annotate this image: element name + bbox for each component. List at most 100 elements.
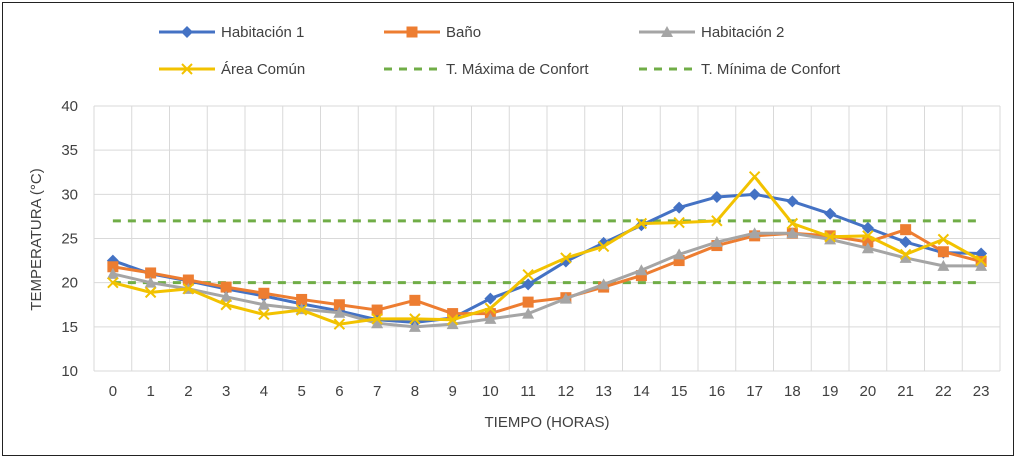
legend-item: T. Máxima de Confort	[384, 61, 589, 78]
x-tick-label: 10	[482, 383, 499, 400]
data-point-marker	[937, 233, 950, 246]
data-point-marker	[447, 308, 459, 320]
data-point-marker	[824, 231, 836, 243]
line-chart: Habitación 1 Baño Habitación 2 Área Común T.…	[28, 24, 1001, 431]
series-line	[112, 231, 982, 329]
data-point-marker	[673, 216, 685, 229]
data-point-marker	[900, 224, 912, 236]
data-point-marker	[182, 283, 195, 295]
series-line	[112, 192, 982, 324]
y-tick-label: 35	[61, 142, 78, 159]
data-point-marker	[899, 236, 912, 249]
data-point-marker	[371, 313, 383, 325]
data-point-marker	[220, 299, 232, 311]
data-point-marker	[899, 251, 912, 263]
data-point-marker	[484, 302, 497, 314]
data-point-marker	[673, 248, 686, 260]
data-point-marker	[522, 269, 534, 281]
x-tick-label: 0	[109, 383, 117, 400]
data-point-marker	[522, 307, 535, 319]
data-point-marker	[220, 281, 232, 293]
data-point-marker	[862, 230, 874, 242]
data-point-marker	[899, 248, 912, 261]
data-point-marker	[559, 255, 572, 268]
x-tick-label: 5	[297, 383, 305, 400]
data-point-marker	[559, 292, 572, 304]
data-point-marker	[975, 259, 988, 271]
data-point-marker	[748, 170, 761, 183]
data-point-marker	[824, 233, 837, 245]
data-point-marker	[181, 26, 193, 38]
data-point-marker	[861, 242, 874, 254]
x-tick-label: 21	[897, 383, 914, 400]
data-point-marker	[748, 227, 761, 239]
x-tick-label: 1	[146, 383, 154, 400]
y-tick-label: 30	[61, 186, 78, 203]
x-tick-label: 17	[746, 383, 763, 400]
x-tick-label: 16	[709, 383, 726, 400]
data-point-marker	[937, 259, 950, 271]
data-point-marker	[371, 304, 383, 316]
series-habitacion-2	[106, 227, 988, 332]
data-point-marker	[661, 26, 673, 37]
x-tick-label: 19	[822, 383, 839, 400]
legend-label: T. Máxima de Confort	[446, 61, 589, 78]
data-point-marker	[145, 267, 157, 279]
y-tick-label: 15	[61, 319, 78, 336]
data-point-marker	[258, 308, 270, 321]
data-point-marker	[371, 317, 384, 329]
data-point-marker	[257, 298, 270, 310]
data-point-marker	[522, 278, 535, 291]
data-point-marker	[107, 276, 119, 289]
data-point-marker	[181, 63, 193, 75]
data-point-marker	[446, 314, 459, 326]
data-point-marker	[333, 318, 346, 330]
y-tick-label: 40	[61, 98, 78, 115]
y-tick-label: 10	[61, 363, 78, 380]
legend-label: Baño	[446, 24, 481, 41]
data-point-marker	[824, 207, 837, 220]
x-tick-label: 4	[260, 383, 268, 400]
data-point-marker	[182, 274, 194, 286]
x-tick-label: 2	[184, 383, 192, 400]
data-point-marker	[710, 236, 723, 248]
x-tick-label: 15	[671, 383, 688, 400]
data-point-marker	[446, 318, 459, 330]
series-layer	[106, 170, 988, 332]
x-tick-label: 9	[448, 383, 456, 400]
series-line	[112, 175, 982, 326]
data-point-marker	[673, 201, 686, 214]
legend-item: T. Mínima de Confort	[639, 61, 841, 78]
legend-label: Habitación 2	[701, 24, 784, 41]
series-area-comun	[107, 170, 987, 330]
data-point-marker	[144, 286, 157, 299]
y-tick-label: 20	[61, 275, 78, 292]
x-tick-label: 3	[222, 383, 230, 400]
data-point-marker	[484, 312, 497, 324]
x-tick-label: 7	[373, 383, 381, 400]
data-point-marker	[597, 240, 610, 253]
data-point-marker	[786, 227, 799, 239]
chart-frame: Habitación 1 Baño Habitación 2 Área Común T.…	[2, 2, 1014, 456]
data-point-marker	[711, 215, 723, 227]
x-tick-label: 22	[935, 383, 952, 400]
x-tick-label: 12	[558, 383, 575, 400]
legend-item: Baño	[384, 24, 481, 41]
data-point-marker	[258, 287, 270, 299]
x-axis-label: TIEMPO (HORAS)	[484, 414, 609, 431]
data-point-marker	[409, 313, 421, 325]
data-point-marker	[635, 270, 647, 282]
x-axis-ticks: 0 1 2 3 4 5 6 7 8 9 10 11 12 13 14 15 16 17 18 19 20 21 22 23	[109, 383, 990, 400]
legend-item: Área Común	[159, 61, 305, 78]
x-tick-label: 18	[784, 383, 801, 400]
data-point-marker	[107, 261, 119, 273]
y-axis-label: TEMPERATURA (°C)	[28, 168, 45, 310]
x-tick-label: 13	[595, 383, 612, 400]
y-tick-label: 25	[61, 231, 78, 248]
data-point-marker	[408, 320, 421, 332]
x-tick-label: 6	[335, 383, 343, 400]
data-point-marker	[635, 217, 648, 230]
data-point-marker	[597, 278, 610, 290]
data-point-marker	[861, 221, 874, 234]
legend-label: Habitación 1	[221, 24, 304, 41]
